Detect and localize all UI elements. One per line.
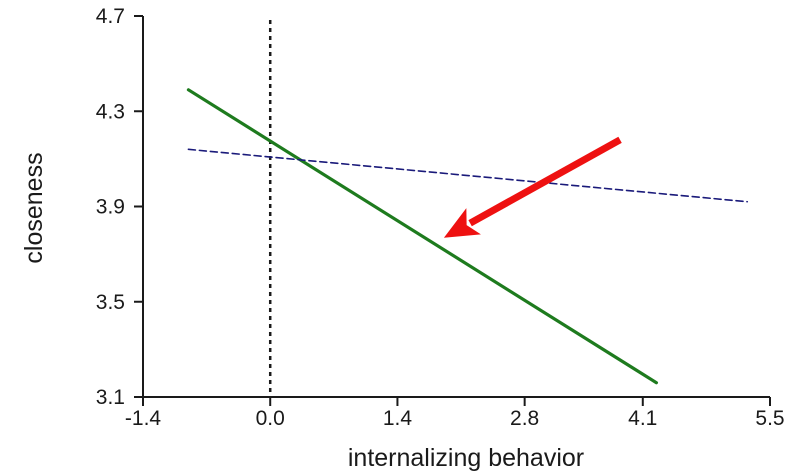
x-tick-label: 2.8: [510, 407, 539, 430]
y-tick-label: 3.5: [96, 291, 125, 314]
x-tick-label: 0.0: [256, 407, 285, 430]
series-layer: [186, 88, 749, 385]
x-tick-label: 1.4: [383, 407, 413, 430]
annotation-layer: [443, 136, 622, 238]
y-axis-title: closeness: [20, 152, 48, 263]
y-tick-label: 4.7: [96, 5, 125, 28]
y-tick-label: 4.3: [96, 100, 125, 123]
y-tick-label: 3.1: [96, 386, 125, 409]
red-arrow-annotation: [443, 136, 622, 238]
axes: -1.4 0.0 1.4 2.8 4.1 5.5 3.1 3.5 3.9 4.3 4.7: [96, 5, 785, 430]
dashed-series-line: [187, 148, 749, 203]
x-tick-label: 4.1: [628, 407, 657, 430]
y-tick-label: 3.9: [96, 196, 125, 219]
x-tick-label: 5.5: [755, 407, 784, 430]
x-axis-title: internalizing behavior: [348, 444, 584, 472]
solid-series-line: [186, 88, 659, 385]
x-tick-label: -1.4: [125, 407, 162, 430]
